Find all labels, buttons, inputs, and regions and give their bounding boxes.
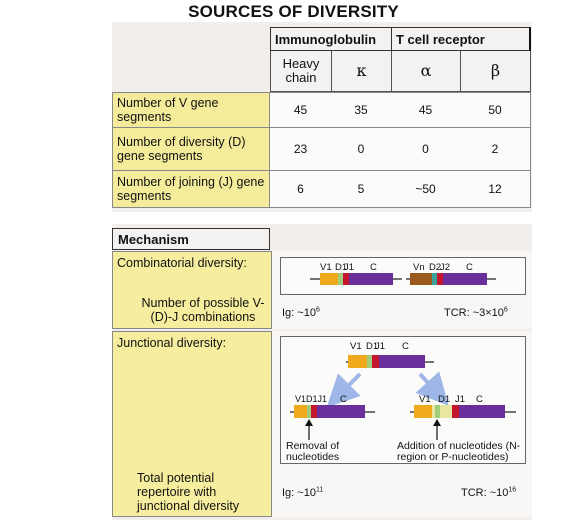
combinatorial-label: Combinatorial diversity: — [117, 256, 247, 270]
removal-pointer — [305, 419, 313, 426]
left-j-segment — [311, 405, 317, 418]
column-heavy-chain-label: Heavy chain — [282, 56, 320, 85]
top-v-segment — [348, 355, 367, 368]
ig-d-label: D1 — [335, 262, 348, 273]
tcr-combinations-exponent: 6 — [503, 306, 508, 314]
junctional-label-area — [112, 331, 272, 517]
left-d-segment — [307, 405, 311, 418]
ig-total: Ig: ~1011 — [282, 486, 324, 499]
addition-caption: Addition of nucleotides (N-region or P-n… — [397, 440, 521, 463]
page-title: SOURCES OF DIVERSITY — [188, 2, 399, 21]
left-arrow — [326, 372, 362, 408]
removal-caption: Removal of nucleotides — [286, 440, 340, 463]
top-j-segment — [372, 355, 379, 368]
right-d-segment — [435, 405, 440, 418]
combinatorial-label-area — [112, 251, 272, 329]
mechanism-title: Mechanism — [112, 228, 270, 250]
top-c-label: C — [402, 341, 409, 352]
table-cell: 0 — [391, 127, 461, 171]
tcr-combinations-text: TCR: ~3×10 — [444, 307, 504, 319]
tcr-j2-label: J2 — [440, 262, 451, 273]
column-alpha: α — [391, 51, 461, 92]
ig-total-exponent: 11 — [315, 486, 324, 494]
row-label-d: Number of diversity (D) gene segments — [112, 127, 270, 171]
ig-v-label: V1 — [320, 262, 332, 273]
tcr-j2-segment — [437, 273, 443, 285]
top-d-label: D1 — [366, 341, 379, 352]
ig-c-label: C — [370, 262, 377, 273]
ig-total-text: Ig: ~10 — [282, 487, 316, 499]
right-j-label: J1 — [455, 394, 466, 405]
row-label-j: Number of joining (J) gene segments — [112, 170, 270, 208]
ig-c-segment — [349, 273, 393, 285]
tcr-vn-label: Vn — [413, 262, 425, 273]
table-cell: 5 — [331, 170, 392, 208]
tcr-total-text: TCR: ~10 — [461, 487, 509, 499]
right-v-segment — [414, 405, 432, 418]
table-cell: 6 — [270, 170, 332, 208]
right-j-segment — [452, 405, 459, 418]
right-d-label: D1 — [438, 394, 451, 405]
right-arrow — [415, 371, 449, 406]
right-v-label: V1 — [419, 394, 431, 405]
top-v-label: V1 — [350, 341, 362, 352]
ig-v-segment — [320, 273, 338, 285]
ig-d-segment — [338, 273, 343, 285]
right-n1-segment — [432, 405, 435, 418]
tcr-total: TCR: ~1016 — [461, 486, 517, 499]
table-cell: 35 — [331, 92, 392, 128]
top-d-segment — [367, 355, 372, 368]
tcr-d2-segment — [432, 273, 437, 285]
addition-pointer — [433, 419, 441, 426]
combinatorial-sublabel: Number of possible V-(D)-J combinations — [141, 296, 265, 324]
tcr-total-exponent: 16 — [508, 486, 517, 494]
table-cell: ~50 — [391, 170, 461, 208]
column-heavy-chain: Heavy chain — [270, 51, 332, 92]
group-header-immunoglobulin: Immunoglobulin — [270, 27, 392, 51]
tcr-d2-label: D2 — [429, 262, 442, 273]
table-cell: 12 — [460, 170, 531, 208]
table-cell: 45 — [391, 92, 461, 128]
ig-j-label: J1 — [344, 262, 355, 273]
combinatorial-diagram — [310, 273, 496, 285]
left-c-label: C — [340, 394, 347, 405]
row-label-v: Number of V gene segments — [112, 92, 270, 128]
table-cell: 0 — [331, 127, 392, 171]
tcr-c-label: C — [466, 262, 473, 273]
tcr-vn-segment — [410, 273, 432, 285]
top-j-label: J1 — [375, 341, 386, 352]
right-c-label: C — [476, 394, 483, 405]
right-n2-segment — [440, 405, 452, 418]
ig-combinations-exponent: 6 — [315, 306, 320, 314]
group-header-tcr: T cell receptor — [391, 27, 531, 51]
table-cell: 45 — [270, 92, 332, 128]
ig-combinations-text: Ig: ~10 — [282, 307, 316, 319]
column-beta: β — [460, 51, 531, 92]
column-kappa: κ — [331, 51, 392, 92]
left-vdj-label: V1D1J1 — [295, 394, 328, 404]
right-c-segment — [459, 405, 505, 418]
table-cell: 50 — [460, 92, 531, 128]
tcr-c-segment — [443, 273, 487, 285]
junctional-label: Junctional diversity: — [117, 336, 227, 350]
ig-j-segment — [343, 273, 349, 285]
top-c-segment — [379, 355, 425, 368]
table-cell: 2 — [460, 127, 531, 171]
junctional-diagram — [290, 355, 516, 440]
tcr-combinations: TCR: ~3×106 — [444, 306, 508, 319]
table-cell: 23 — [270, 127, 332, 171]
left-c-segment — [317, 405, 365, 418]
total-repertoire-label: Total potential repertoire with junction… — [137, 471, 240, 513]
ig-combinations: Ig: ~106 — [282, 306, 320, 319]
left-v-segment — [294, 405, 307, 418]
